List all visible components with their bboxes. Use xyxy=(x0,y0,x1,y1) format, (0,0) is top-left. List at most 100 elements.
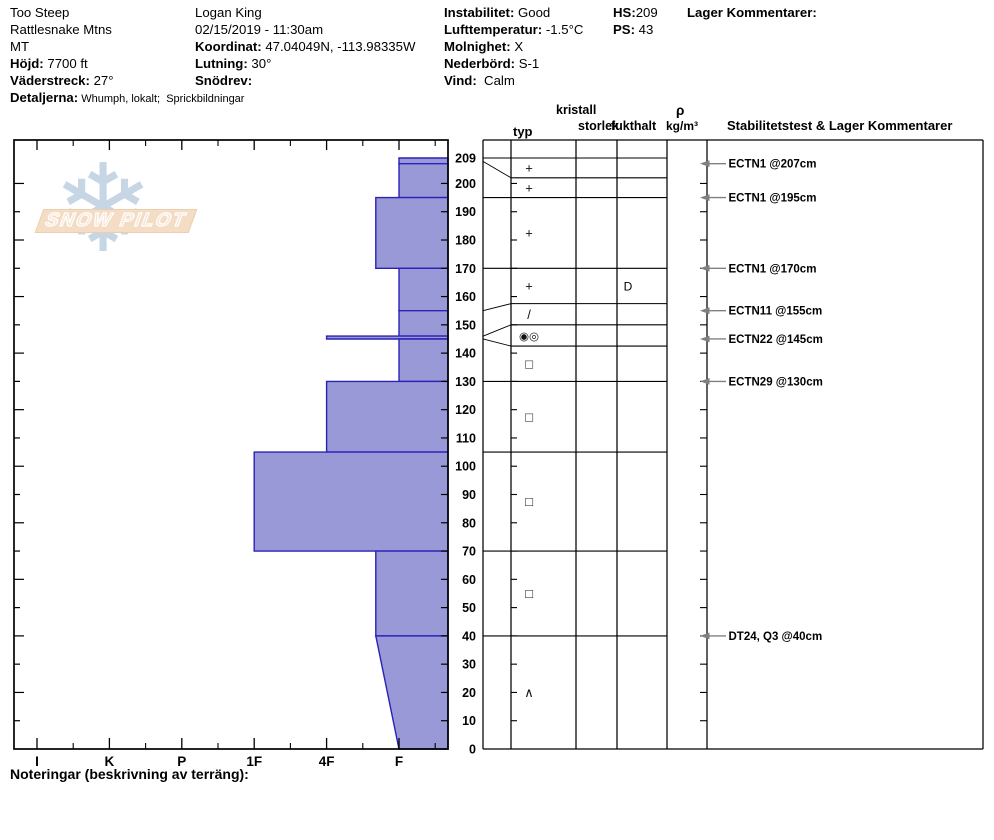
layer-bar xyxy=(375,550,449,637)
svg-text:□: □ xyxy=(525,356,533,371)
row-connectors xyxy=(482,161,512,347)
wind-field: Vind: Calm xyxy=(444,73,515,88)
chart-axes: I K P 1F 4F F xyxy=(13,139,449,769)
layer-bar xyxy=(374,635,449,750)
layer-bar xyxy=(398,310,449,337)
svg-text:□: □ xyxy=(525,409,533,424)
svg-text:F: F xyxy=(395,754,403,769)
svg-text:P: P xyxy=(177,754,186,769)
svg-text:120: 120 xyxy=(455,403,476,417)
range-name: Rattlesnake Mtns xyxy=(10,22,112,37)
svg-text:100: 100 xyxy=(455,460,476,474)
left-arrow-icon xyxy=(700,335,710,343)
svg-text:40: 40 xyxy=(462,629,476,643)
svg-text:◉◎: ◉◎ xyxy=(519,331,539,343)
svg-text:storlek: storlek xyxy=(578,119,619,133)
left-arrow-icon xyxy=(700,160,710,168)
header-column-location: Too Steep Rattlesnake Mtns MT Höjd: 7700… xyxy=(10,4,244,108)
layer-bar xyxy=(253,451,449,552)
svg-text:70: 70 xyxy=(462,545,476,559)
state-name: MT xyxy=(10,39,30,54)
svg-text:50: 50 xyxy=(462,601,476,615)
svg-text:110: 110 xyxy=(456,431,476,445)
precip-field: Nederbörd: S-1 xyxy=(444,56,540,71)
svg-text:30: 30 xyxy=(462,658,476,672)
date-time: 02/15/2019 - 11:30am xyxy=(195,22,324,37)
svg-text:160: 160 xyxy=(455,290,476,304)
svg-text:170: 170 xyxy=(455,262,476,276)
svg-text:4F: 4F xyxy=(319,754,335,769)
layer-table xyxy=(482,139,984,750)
svg-text:130: 130 xyxy=(455,375,476,389)
notes-label: Noteringar (beskrivning av terräng): xyxy=(10,766,249,782)
svg-text:0: 0 xyxy=(469,743,476,757)
stability-tests: ECTN1 @207cm ECTN1 @195cm ECTN1 @170cm ECTN… xyxy=(700,159,823,643)
svg-text:150: 150 xyxy=(455,318,476,332)
drifting-field: Snödrev: xyxy=(195,73,253,88)
left-arrow-icon xyxy=(700,377,710,385)
svg-text:K: K xyxy=(105,754,115,769)
instability-field: Instabilitet: Good xyxy=(444,5,551,20)
svg-text:20: 20 xyxy=(462,686,476,700)
hardness-layers xyxy=(253,157,449,750)
pit-name: Too Steep xyxy=(10,5,70,20)
layer-bar xyxy=(375,196,449,269)
svg-text:140: 140 xyxy=(455,347,476,361)
snowpilot-logo-text: SNOW PILOT xyxy=(42,209,191,231)
svg-text:fukthalt: fukthalt xyxy=(611,119,657,133)
svg-text:60: 60 xyxy=(462,573,476,587)
svg-text:kg/m³: kg/m³ xyxy=(666,119,698,133)
snowpilot-logo-banner: SNOW PILOT xyxy=(34,209,198,233)
svg-text:/: / xyxy=(527,307,531,322)
header-column-layer-comments: Lager Kommentarer: xyxy=(687,4,817,21)
left-arrow-icon xyxy=(700,194,710,201)
svg-text:209: 209 xyxy=(455,152,476,166)
svg-text:80: 80 xyxy=(462,516,476,530)
svg-text:ECTN29 @130cm: ECTN29 @130cm xyxy=(729,376,823,388)
layer-bar xyxy=(398,162,449,199)
svg-text:ECTN22 @145cm: ECTN22 @145cm xyxy=(729,334,823,346)
svg-text:typ: typ xyxy=(513,124,533,139)
svg-text:+: + xyxy=(525,180,533,195)
svg-text:∧: ∧ xyxy=(524,685,534,700)
grain-symbols: + + + + D / ◉◎ □ □ □ □ ∧ xyxy=(519,160,633,700)
svg-text:□: □ xyxy=(525,586,533,601)
header-column-observer: Logan King 02/15/2019 - 11:30am Koordina… xyxy=(195,4,415,89)
svg-text:+: + xyxy=(525,160,533,175)
coordinates-field: Koordinat: 47.04049N, -113.98335W xyxy=(195,39,416,54)
aspect-field: Väderstreck: 27° xyxy=(10,73,114,88)
svg-text:DT24, Q3 @40cm: DT24, Q3 @40cm xyxy=(729,631,823,643)
svg-text:ECTN1 @170cm: ECTN1 @170cm xyxy=(729,263,817,275)
svg-text:ECTN1 @207cm: ECTN1 @207cm xyxy=(729,159,817,171)
svg-text:10: 10 xyxy=(462,714,476,728)
left-arrow-icon xyxy=(700,307,710,315)
layer-comments-label: Lager Kommentarer: xyxy=(687,5,817,20)
layer-bar xyxy=(398,157,449,165)
left-arrow-icon xyxy=(700,632,710,640)
depth-scale: 2092001901801701601501401301201101009080… xyxy=(455,152,476,757)
left-arrow-icon xyxy=(700,264,710,272)
svg-text:kristall: kristall xyxy=(556,103,596,117)
svg-text:90: 90 xyxy=(462,488,476,502)
svg-text:□: □ xyxy=(525,494,533,509)
svg-text:ρ: ρ xyxy=(676,103,684,118)
svg-text:Stabilitetstest & Lager Kommen: Stabilitetstest & Lager Kommentarer xyxy=(727,118,952,133)
hs-field: HS:209 xyxy=(613,5,658,20)
details-field: Detaljerna: Whumph, lokalt; Sprickbildni… xyxy=(10,90,245,105)
svg-text:+: + xyxy=(525,226,533,241)
svg-text:I: I xyxy=(35,754,39,769)
layer-bar xyxy=(398,338,449,383)
air-temp-field: Lufttemperatur: -1.5°C xyxy=(444,22,584,37)
slope-angle-field: Lutning: 30° xyxy=(195,56,272,71)
elevation-field: Höjd: 7700 ft xyxy=(10,56,88,71)
svg-text:ECTN1 @195cm: ECTN1 @195cm xyxy=(729,193,817,205)
sky-cover-field: Molnighet: X xyxy=(444,39,524,54)
ps-field: PS: 43 xyxy=(613,22,654,37)
layer-bar xyxy=(325,380,449,453)
svg-text:180: 180 xyxy=(455,234,476,248)
header-column-weather: Instabilitet: Good Lufttemperatur: -1.5°… xyxy=(444,4,583,89)
svg-text:1F: 1F xyxy=(246,754,262,769)
